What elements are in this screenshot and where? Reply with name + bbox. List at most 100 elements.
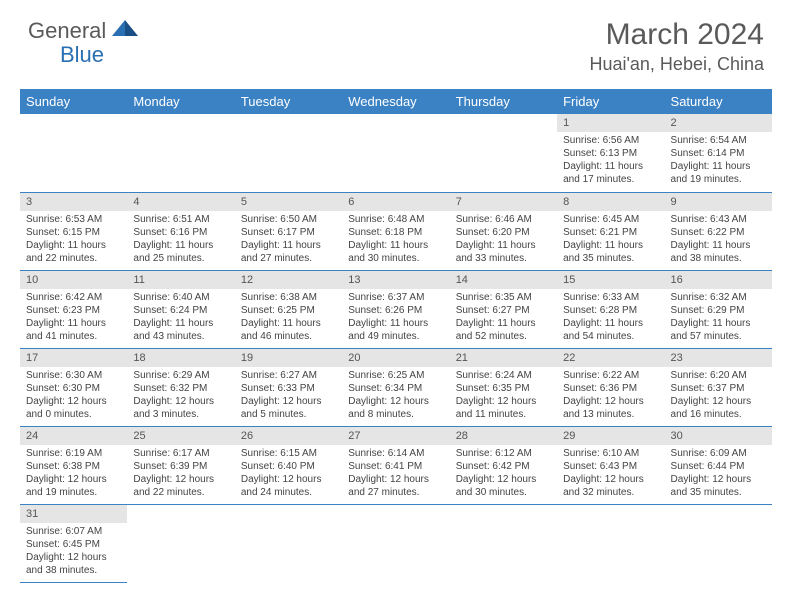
day-info: Sunrise: 6:07 AMSunset: 6:45 PMDaylight:… (20, 523, 127, 581)
day-info: Sunrise: 6:22 AMSunset: 6:36 PMDaylight:… (557, 367, 664, 425)
calendar-cell: 16Sunrise: 6:32 AMSunset: 6:29 PMDayligh… (665, 270, 772, 348)
calendar-row: 24Sunrise: 6:19 AMSunset: 6:38 PMDayligh… (20, 426, 772, 504)
sunrise-text: Sunrise: 6:48 AM (348, 213, 443, 226)
calendar-cell: 13Sunrise: 6:37 AMSunset: 6:26 PMDayligh… (342, 270, 449, 348)
day-number: 1 (557, 114, 664, 132)
sunset-text: Sunset: 6:14 PM (671, 147, 766, 160)
calendar-cell (557, 504, 664, 582)
daylight-text: Daylight: 11 hours and 30 minutes. (348, 239, 443, 265)
day-info: Sunrise: 6:51 AMSunset: 6:16 PMDaylight:… (127, 211, 234, 269)
sunset-text: Sunset: 6:35 PM (456, 382, 551, 395)
day-number: 21 (450, 349, 557, 367)
day-info: Sunrise: 6:27 AMSunset: 6:33 PMDaylight:… (235, 367, 342, 425)
calendar-table: SundayMondayTuesdayWednesdayThursdayFrid… (20, 89, 772, 583)
daylight-text: Daylight: 12 hours and 19 minutes. (26, 473, 121, 499)
daylight-text: Daylight: 11 hours and 43 minutes. (133, 317, 228, 343)
day-info: Sunrise: 6:12 AMSunset: 6:42 PMDaylight:… (450, 445, 557, 503)
sunset-text: Sunset: 6:29 PM (671, 304, 766, 317)
day-info: Sunrise: 6:29 AMSunset: 6:32 PMDaylight:… (127, 367, 234, 425)
calendar-cell (450, 504, 557, 582)
calendar-cell (450, 114, 557, 192)
sunset-text: Sunset: 6:23 PM (26, 304, 121, 317)
day-number: 15 (557, 271, 664, 289)
calendar-body: 1Sunrise: 6:56 AMSunset: 6:13 PMDaylight… (20, 114, 772, 582)
calendar-cell: 24Sunrise: 6:19 AMSunset: 6:38 PMDayligh… (20, 426, 127, 504)
calendar-row: 31Sunrise: 6:07 AMSunset: 6:45 PMDayligh… (20, 504, 772, 582)
daylight-text: Daylight: 12 hours and 30 minutes. (456, 473, 551, 499)
sunset-text: Sunset: 6:45 PM (26, 538, 121, 551)
calendar-cell (665, 504, 772, 582)
sunset-text: Sunset: 6:13 PM (563, 147, 658, 160)
sunrise-text: Sunrise: 6:50 AM (241, 213, 336, 226)
day-number: 26 (235, 427, 342, 445)
sunrise-text: Sunrise: 6:19 AM (26, 447, 121, 460)
day-number: 29 (557, 427, 664, 445)
day-number: 3 (20, 193, 127, 211)
sunrise-text: Sunrise: 6:12 AM (456, 447, 551, 460)
weekday-header: Saturday (665, 89, 772, 114)
daylight-text: Daylight: 12 hours and 32 minutes. (563, 473, 658, 499)
daylight-text: Daylight: 11 hours and 57 minutes. (671, 317, 766, 343)
weekday-header: Wednesday (342, 89, 449, 114)
calendar-cell: 23Sunrise: 6:20 AMSunset: 6:37 PMDayligh… (665, 348, 772, 426)
day-info: Sunrise: 6:33 AMSunset: 6:28 PMDaylight:… (557, 289, 664, 347)
sunrise-text: Sunrise: 6:42 AM (26, 291, 121, 304)
day-info: Sunrise: 6:20 AMSunset: 6:37 PMDaylight:… (665, 367, 772, 425)
daylight-text: Daylight: 11 hours and 46 minutes. (241, 317, 336, 343)
sunrise-text: Sunrise: 6:51 AM (133, 213, 228, 226)
calendar-cell: 28Sunrise: 6:12 AMSunset: 6:42 PMDayligh… (450, 426, 557, 504)
daylight-text: Daylight: 12 hours and 22 minutes. (133, 473, 228, 499)
day-number: 2 (665, 114, 772, 132)
calendar-cell: 20Sunrise: 6:25 AMSunset: 6:34 PMDayligh… (342, 348, 449, 426)
sunset-text: Sunset: 6:36 PM (563, 382, 658, 395)
logo-text-general: General (28, 18, 106, 44)
sunset-text: Sunset: 6:26 PM (348, 304, 443, 317)
day-info: Sunrise: 6:56 AMSunset: 6:13 PMDaylight:… (557, 132, 664, 190)
sunset-text: Sunset: 6:43 PM (563, 460, 658, 473)
sunrise-text: Sunrise: 6:38 AM (241, 291, 336, 304)
daylight-text: Daylight: 12 hours and 13 minutes. (563, 395, 658, 421)
daylight-text: Daylight: 12 hours and 5 minutes. (241, 395, 336, 421)
sunset-text: Sunset: 6:41 PM (348, 460, 443, 473)
sunset-text: Sunset: 6:15 PM (26, 226, 121, 239)
sunrise-text: Sunrise: 6:54 AM (671, 134, 766, 147)
calendar-cell: 15Sunrise: 6:33 AMSunset: 6:28 PMDayligh… (557, 270, 664, 348)
sunset-text: Sunset: 6:34 PM (348, 382, 443, 395)
calendar-cell: 3Sunrise: 6:53 AMSunset: 6:15 PMDaylight… (20, 192, 127, 270)
weekday-header: Tuesday (235, 89, 342, 114)
sunrise-text: Sunrise: 6:10 AM (563, 447, 658, 460)
sunrise-text: Sunrise: 6:17 AM (133, 447, 228, 460)
day-number: 18 (127, 349, 234, 367)
daylight-text: Daylight: 11 hours and 27 minutes. (241, 239, 336, 265)
day-info: Sunrise: 6:10 AMSunset: 6:43 PMDaylight:… (557, 445, 664, 503)
sunrise-text: Sunrise: 6:46 AM (456, 213, 551, 226)
day-info: Sunrise: 6:50 AMSunset: 6:17 PMDaylight:… (235, 211, 342, 269)
sunrise-text: Sunrise: 6:56 AM (563, 134, 658, 147)
calendar-cell: 10Sunrise: 6:42 AMSunset: 6:23 PMDayligh… (20, 270, 127, 348)
daylight-text: Daylight: 11 hours and 35 minutes. (563, 239, 658, 265)
calendar-cell (127, 114, 234, 192)
day-number: 17 (20, 349, 127, 367)
sunset-text: Sunset: 6:24 PM (133, 304, 228, 317)
day-info: Sunrise: 6:32 AMSunset: 6:29 PMDaylight:… (665, 289, 772, 347)
title-block: March 2024 Huai'an, Hebei, China (589, 18, 764, 75)
sunrise-text: Sunrise: 6:25 AM (348, 369, 443, 382)
sunrise-text: Sunrise: 6:15 AM (241, 447, 336, 460)
calendar-cell: 12Sunrise: 6:38 AMSunset: 6:25 PMDayligh… (235, 270, 342, 348)
sunrise-text: Sunrise: 6:53 AM (26, 213, 121, 226)
calendar-row: 17Sunrise: 6:30 AMSunset: 6:30 PMDayligh… (20, 348, 772, 426)
calendar-cell (342, 504, 449, 582)
daylight-text: Daylight: 11 hours and 54 minutes. (563, 317, 658, 343)
sunset-text: Sunset: 6:21 PM (563, 226, 658, 239)
daylight-text: Daylight: 11 hours and 52 minutes. (456, 317, 551, 343)
calendar-cell: 7Sunrise: 6:46 AMSunset: 6:20 PMDaylight… (450, 192, 557, 270)
sunset-text: Sunset: 6:38 PM (26, 460, 121, 473)
calendar-cell (235, 504, 342, 582)
calendar-cell: 31Sunrise: 6:07 AMSunset: 6:45 PMDayligh… (20, 504, 127, 582)
calendar-cell (342, 114, 449, 192)
day-info: Sunrise: 6:48 AMSunset: 6:18 PMDaylight:… (342, 211, 449, 269)
daylight-text: Daylight: 12 hours and 0 minutes. (26, 395, 121, 421)
calendar-cell: 27Sunrise: 6:14 AMSunset: 6:41 PMDayligh… (342, 426, 449, 504)
day-number: 22 (557, 349, 664, 367)
day-number: 6 (342, 193, 449, 211)
